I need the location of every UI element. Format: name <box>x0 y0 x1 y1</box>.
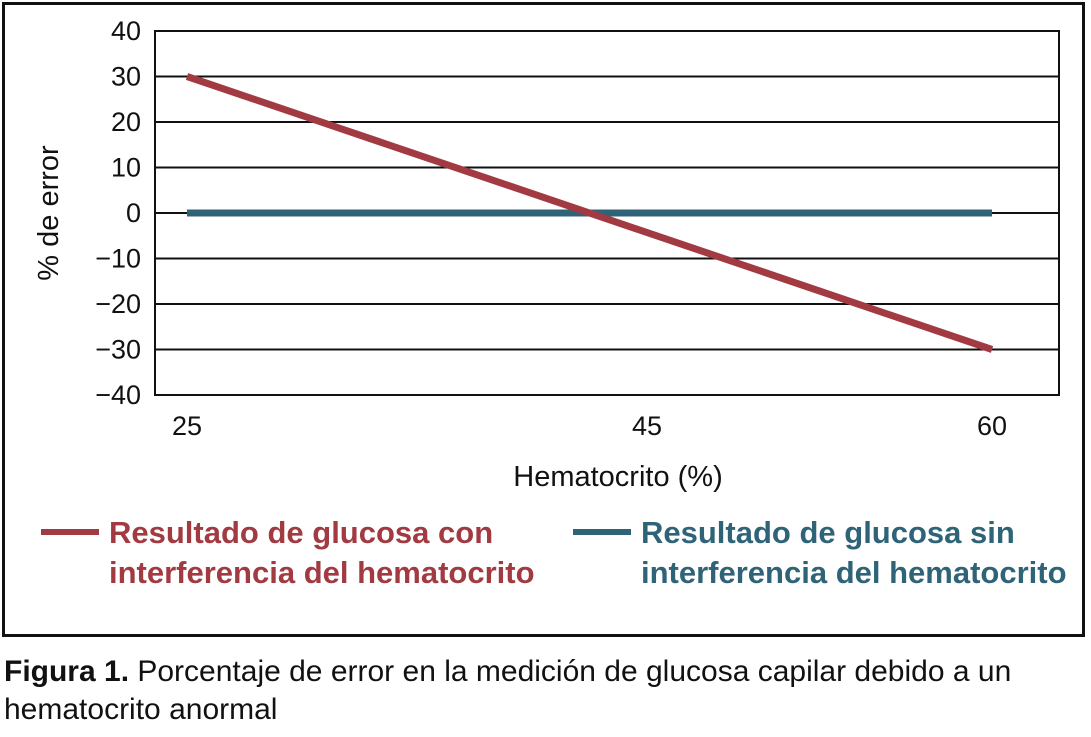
x-tick-label: 45 <box>632 411 662 441</box>
x-tick-labels: 25 45 60 <box>172 411 1007 441</box>
legend-label-sin-interferencia: Resultado de glucosa sin interferencia d… <box>641 515 1067 590</box>
figure-caption: Figura 1. Porcentaje de error en la medi… <box>4 653 1084 729</box>
legend-swatch-red <box>41 529 99 535</box>
x-axis-title: Hematocrito (%) <box>513 461 723 493</box>
y-axis-title: % de error <box>33 145 65 281</box>
y-tick-labels: 40 30 20 10 0 −10 −20 −30 −40 <box>95 16 141 410</box>
series-line-con-interferencia <box>185 73 994 353</box>
y-tick-label: −40 <box>95 380 141 410</box>
y-tick-label: 20 <box>111 107 141 137</box>
y-tick-label: 30 <box>111 62 141 92</box>
caption-text: Porcentaje de error en la medición de gl… <box>4 655 1012 726</box>
figure-frame: 40 30 20 10 0 −10 −20 −30 −40 25 45 60 % de error … <box>2 2 1085 637</box>
legend-swatch-blue <box>573 529 631 535</box>
y-tick-label: −20 <box>95 289 141 319</box>
legend-label-con-interferencia: Resultado de glucosa con interferencia d… <box>109 515 535 590</box>
y-tick-label: 40 <box>111 16 141 46</box>
caption-label: Figura 1. <box>4 655 130 688</box>
y-tick-label: 0 <box>126 198 141 228</box>
legend-item-sin-interferencia: Resultado de glucosa sin interferencia d… <box>573 513 1071 593</box>
y-tick-label: −30 <box>95 335 141 365</box>
y-tick-label: 10 <box>111 153 141 183</box>
x-tick-label: 25 <box>172 411 202 441</box>
x-tick-label: 60 <box>977 411 1007 441</box>
series-lines <box>185 73 994 353</box>
legend-item-con-interferencia: Resultado de glucosa con interferencia d… <box>41 513 539 593</box>
y-tick-label: −10 <box>95 244 141 274</box>
